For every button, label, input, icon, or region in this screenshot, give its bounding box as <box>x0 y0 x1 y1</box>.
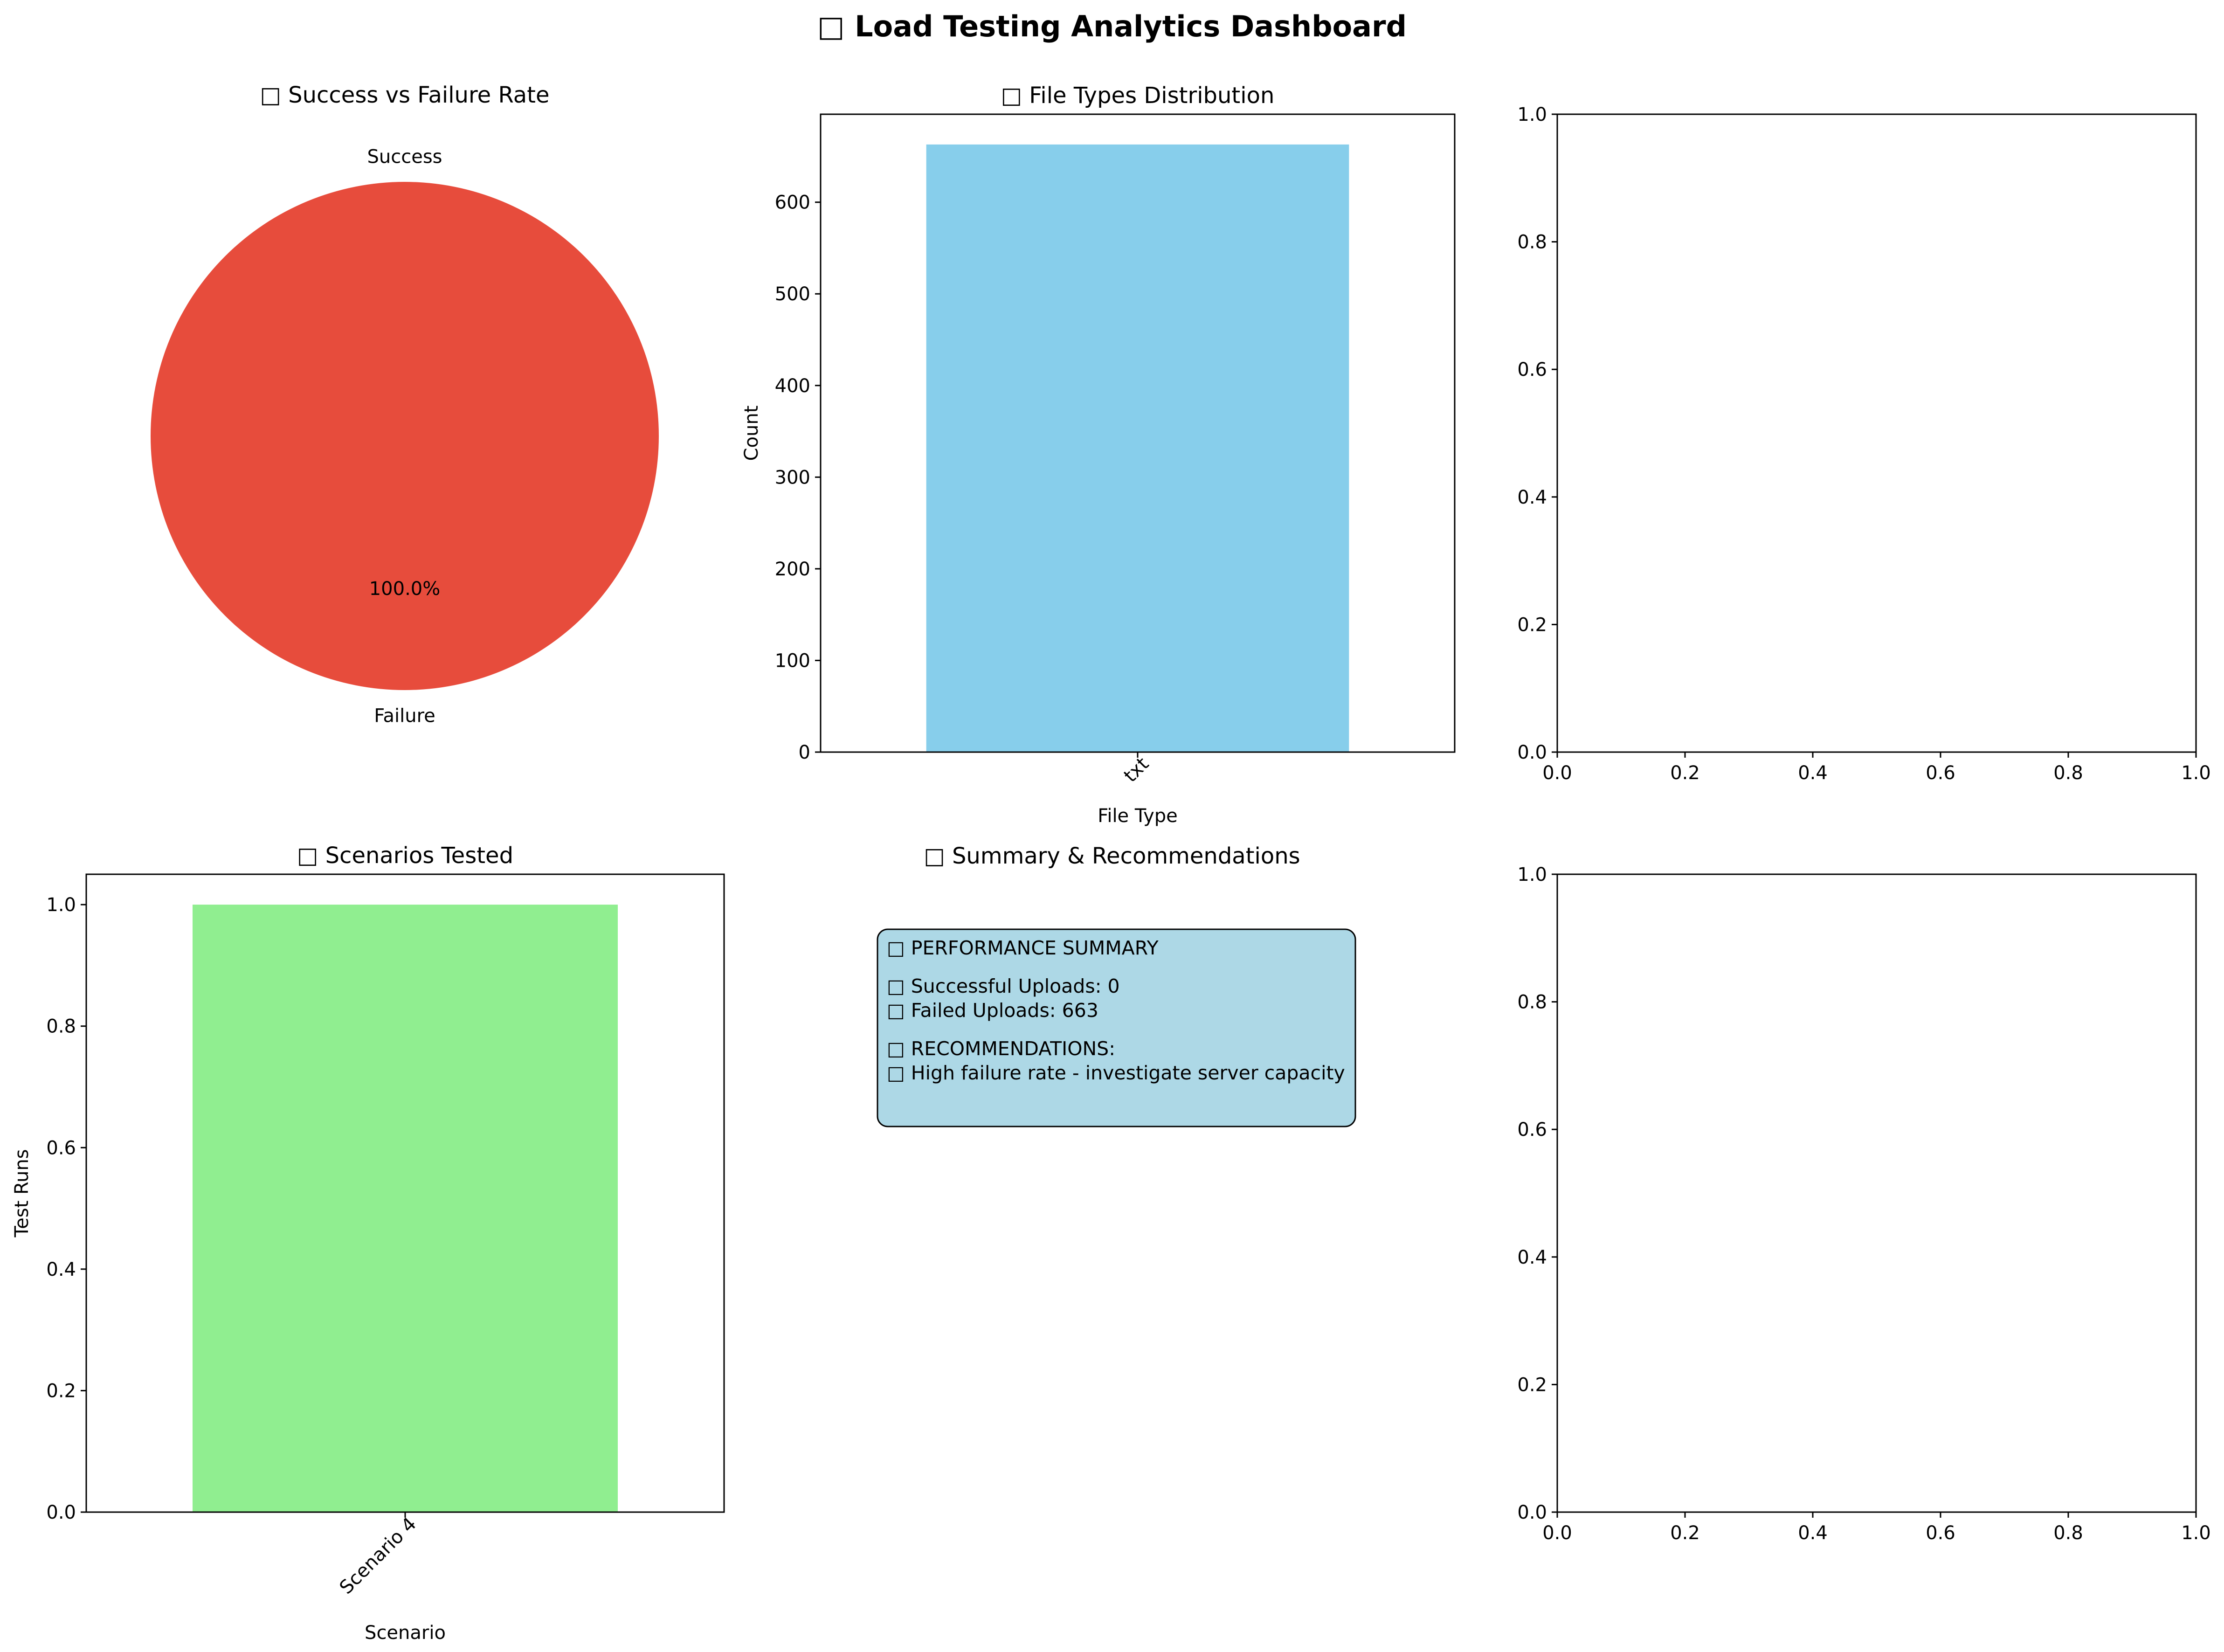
pie-percent-label: 100.0% <box>369 578 441 600</box>
axes-frame <box>85 873 725 1513</box>
panel-title: □ Success vs Failure Rate <box>260 82 550 108</box>
x-axis-label: File Type <box>1098 805 1178 827</box>
panel-empty_top: 0.0 0.2 0.4 0.6 0.8 1.0 0.0 0.2 0.4 0.6 0.8 1.0 <box>1517 104 2210 784</box>
summary-line: □ Successful Uploads: 0 <box>887 975 1120 997</box>
y-tick-label: 0.8 <box>1517 232 1547 253</box>
summary-line: □ High failure rate - investigate server… <box>887 1062 1345 1084</box>
y-tick-label: 1.0 <box>46 894 76 916</box>
pie-label: Failure <box>374 705 435 727</box>
summary-line: □ Failed Uploads: 663 <box>887 999 1098 1022</box>
y-tick-label: 1.0 <box>1517 864 1547 885</box>
y-tick-label: 0.6 <box>46 1137 76 1159</box>
axes-frame <box>820 113 1456 753</box>
y-tick-label: 500 <box>775 283 810 305</box>
y-tick-label: 600 <box>775 192 810 214</box>
y-tick-label: 0.6 <box>1517 359 1547 380</box>
panel-title: □ Summary & Recommendations <box>924 843 1300 869</box>
x-axis-label: Scenario <box>365 1622 446 1644</box>
bar-txt <box>926 144 1349 752</box>
y-tick-label: 0.4 <box>1517 487 1547 508</box>
x-tick-label: 0.6 <box>1926 762 1955 784</box>
y-tick-label: 0.0 <box>1517 1502 1547 1523</box>
y-tick-label: 0.2 <box>1517 614 1547 636</box>
y-tick-label: 0.0 <box>1517 742 1547 763</box>
y-axis-label: Count <box>741 406 762 461</box>
pie-slice-failure <box>151 182 659 690</box>
x-tick-label: 0.2 <box>1670 1522 1700 1544</box>
x-tick-label: 0.4 <box>1798 1522 1828 1544</box>
x-tick-label: 0.2 <box>1670 762 1700 784</box>
dashboard-title: □ Load Testing Analytics Dashboard <box>817 9 1407 43</box>
panel-summary: □ Summary & Recommendations □ PERFORMANCE… <box>877 843 1356 1127</box>
y-tick-label: 400 <box>775 375 810 397</box>
x-tick-label: 0.8 <box>2053 1522 2083 1544</box>
x-tick-label: 0.0 <box>1542 762 1572 784</box>
summary-line: □ RECOMMENDATIONS: <box>887 1037 1115 1060</box>
y-tick-label: 0.6 <box>1517 1119 1547 1141</box>
y-tick-label: 0.4 <box>1517 1247 1547 1268</box>
bar-scenario-4 <box>193 905 618 1512</box>
x-tick-label: 0.4 <box>1798 762 1828 784</box>
axes-frame <box>1556 113 2197 753</box>
pie-label: Success <box>367 146 442 168</box>
panel-file_types: □ File Types Distributiontxt010020030040… <box>741 83 1456 827</box>
x-tick-label: 1.0 <box>2181 1522 2211 1544</box>
y-tick-label: 0.2 <box>46 1380 76 1402</box>
y-tick-label: 0.2 <box>1517 1374 1547 1396</box>
summary-box <box>877 928 1356 1127</box>
y-tick-label: 1.0 <box>1517 104 1547 125</box>
x-tick-label: 1.0 <box>2181 762 2211 784</box>
panel-pie: □ Success vs Failure RateSuccess0.0%Fail… <box>151 82 659 727</box>
axes-frame <box>1556 873 2197 1513</box>
y-tick-label: 100 <box>775 650 810 671</box>
y-axis-label: Test Runs <box>11 1149 33 1237</box>
panel-empty_bottom: 0.0 0.2 0.4 0.6 0.8 1.0 0.0 0.2 0.4 0.6 0.8 1.0 <box>1517 864 2210 1544</box>
y-tick-label: 0.4 <box>46 1259 76 1280</box>
x-tick-label: 0.6 <box>1926 1522 1955 1544</box>
y-tick-label: 200 <box>775 559 810 580</box>
y-tick-label: 0 <box>799 742 810 763</box>
panel-title: □ Scenarios Tested <box>297 843 513 869</box>
x-tick-label: 0.8 <box>2053 762 2083 784</box>
summary-line: □ PERFORMANCE SUMMARY <box>887 937 1159 959</box>
y-tick-label: 0.0 <box>46 1502 76 1523</box>
panel-title: □ File Types Distribution <box>1001 83 1275 109</box>
y-tick-label: 300 <box>775 467 810 488</box>
y-tick-label: 0.8 <box>46 1016 76 1037</box>
x-tick-label: 0.0 <box>1542 1522 1572 1544</box>
y-tick-label: 0.8 <box>1517 992 1547 1013</box>
